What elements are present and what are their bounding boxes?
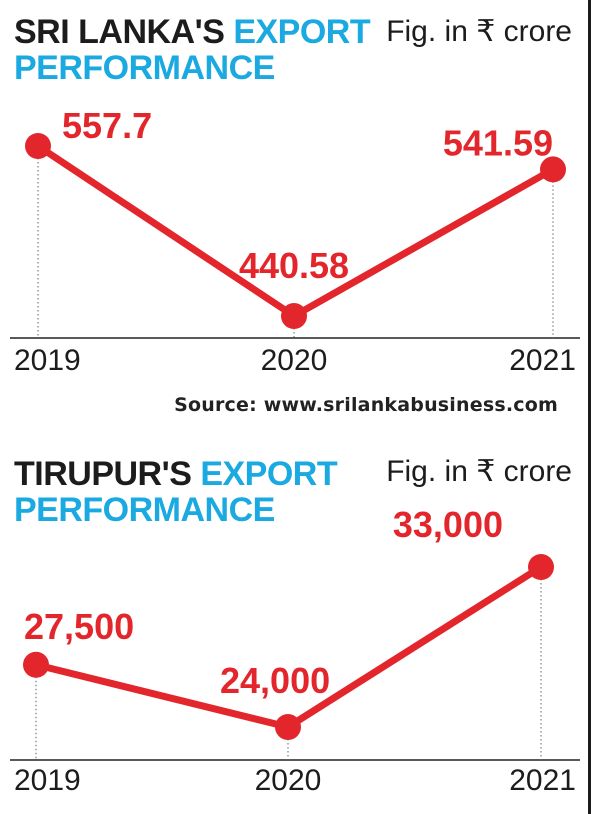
data-point <box>281 303 307 329</box>
chart-title-main: SRI LANKA'S <box>14 13 225 51</box>
data-point <box>540 156 566 183</box>
data-label: 557.7 <box>62 105 152 146</box>
series-line <box>32 563 545 731</box>
chart-panel-tirupur: TIRUPUR'S EXPORT PERFORMANCE Fig. in ₹ c… <box>0 440 590 814</box>
data-label: 541.59 <box>443 122 553 163</box>
data-label: 27,500 <box>24 606 134 647</box>
chart-title: SRI LANKA'S EXPORT PERFORMANCE <box>14 13 371 87</box>
line-chart: 27,500 24,000 33,000 2019 2020 2021 <box>10 504 580 797</box>
x-tick-label: 2020 <box>255 764 322 797</box>
data-label: 440.58 <box>239 245 349 286</box>
data-point <box>275 714 301 740</box>
data-point <box>23 651 49 678</box>
data-point <box>25 133 51 159</box>
line-chart: 557.7 440.58 541.59 2019 2020 2021 <box>10 105 580 377</box>
chart-title-highlight-1: EXPORT <box>200 455 338 493</box>
chart-title-highlight-1: EXPORT <box>233 13 371 51</box>
x-tick-label: 2021 <box>509 764 576 797</box>
chart-title-main: TIRUPUR'S <box>14 455 192 493</box>
chart-title-highlight-2: PERFORMANCE <box>14 491 275 529</box>
data-label: 33,000 <box>393 504 503 545</box>
x-tick-label: 2019 <box>14 344 81 377</box>
unit-note: Fig. in ₹ crore <box>386 455 572 488</box>
x-tick-label: 2021 <box>509 344 576 377</box>
chart-title-highlight-2: PERFORMANCE <box>14 49 275 87</box>
x-tick-label: 2019 <box>14 764 81 797</box>
chart-panel-srilanka: SRI LANKA'S EXPORT PERFORMANCE Fig. in ₹… <box>10 13 580 416</box>
source-note: Source: www.srilankabusiness.com <box>174 394 558 416</box>
series-line <box>34 142 557 320</box>
x-tick-label: 2020 <box>261 344 328 377</box>
data-point <box>528 554 554 580</box>
frame-border <box>588 0 591 814</box>
chart-title: TIRUPUR'S EXPORT PERFORMANCE <box>14 455 338 529</box>
data-label: 24,000 <box>220 660 330 701</box>
unit-note: Fig. in ₹ crore <box>386 15 572 48</box>
